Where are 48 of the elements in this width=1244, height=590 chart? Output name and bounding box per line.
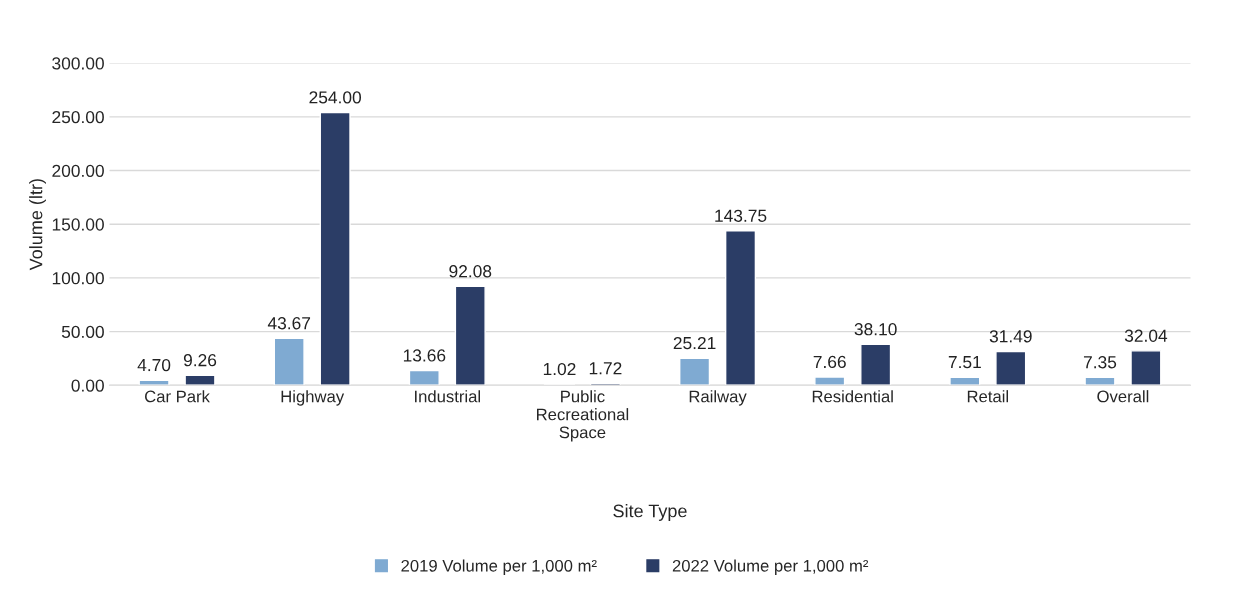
y-tick-label: 100.00 xyxy=(52,272,104,285)
x-tick-label: Public Recreational Space xyxy=(537,390,629,442)
bar xyxy=(1084,376,1116,386)
bar xyxy=(273,337,305,386)
y-tick-label: 150.00 xyxy=(52,218,104,231)
y-tick-label: 0.00 xyxy=(71,379,104,392)
y-tick-label: 300.00 xyxy=(52,57,104,70)
data-label: 31.49 xyxy=(989,330,1032,343)
x-tick-label: Overall xyxy=(1097,390,1149,403)
data-label: 43.67 xyxy=(267,317,311,330)
data-label: 1.72 xyxy=(589,362,622,375)
bar xyxy=(679,357,711,386)
bar xyxy=(319,111,351,386)
x-tick-label: Railway xyxy=(689,390,747,406)
data-label: 7.66 xyxy=(813,355,846,369)
data-label: 9.26 xyxy=(183,354,217,367)
data-label: 7.51 xyxy=(948,356,981,369)
x-tick-label: Car Park xyxy=(145,390,210,403)
x-tick-label: Residential xyxy=(812,390,893,403)
x-tick-label: Industrial xyxy=(415,390,480,403)
data-label: 4.70 xyxy=(137,358,171,372)
bar xyxy=(408,369,440,386)
bar xyxy=(949,376,981,386)
data-label: 143.75 xyxy=(715,209,767,222)
x-axis-title: Site Type xyxy=(613,504,687,521)
data-label: 254.00 xyxy=(309,91,362,104)
bar xyxy=(454,285,486,386)
data-label: 38.10 xyxy=(854,323,897,336)
y-tick-label: 50.00 xyxy=(61,325,104,339)
bar xyxy=(1130,350,1162,386)
y-tick-label: 200.00 xyxy=(52,164,104,177)
data-label: 7.35 xyxy=(1083,356,1117,369)
data-label: 32.04 xyxy=(1124,329,1168,342)
x-tick-label: Highway xyxy=(281,390,345,406)
bar xyxy=(184,374,216,386)
legend-label: 2019 Volume per 1,000 m² xyxy=(401,559,597,575)
bar xyxy=(860,343,892,386)
data-label: 13.66 xyxy=(403,349,446,362)
bar xyxy=(995,350,1027,386)
data-label: 92.08 xyxy=(449,265,492,278)
y-axis-title: Volume (ltr) xyxy=(29,179,46,271)
bar xyxy=(814,376,846,386)
data-label: 1.02 xyxy=(543,362,576,376)
data-label: 25.21 xyxy=(673,336,716,350)
bar xyxy=(724,230,757,386)
y-tick-label: 250.00 xyxy=(52,110,104,124)
legend-label: 2022 Volume per 1,000 m² xyxy=(672,559,869,575)
x-tick-label: Retail xyxy=(967,390,1009,403)
